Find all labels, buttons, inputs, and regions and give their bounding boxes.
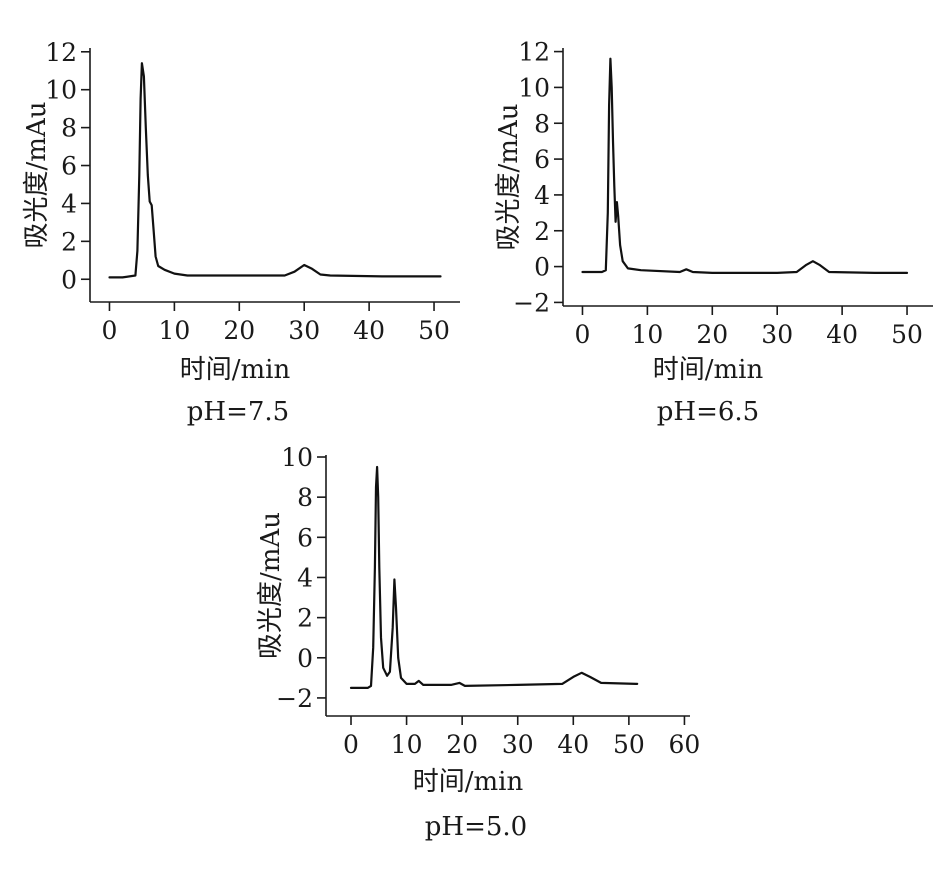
x-tick-label: 40 <box>353 316 385 345</box>
x-tick-label: 0 <box>343 730 359 759</box>
y-tick-label: 12 <box>45 38 77 67</box>
x-tick-label: 20 <box>446 730 478 759</box>
y-tick-label: 2 <box>61 227 77 256</box>
x-tick-label: 40 <box>557 730 589 759</box>
y-tick-label: 0 <box>534 253 550 282</box>
y-tick-label: 6 <box>61 152 77 181</box>
x-tick-label: 10 <box>391 730 423 759</box>
chart-panel-3: −2 0 2 4 6 8 10 0 10 20 30 40 50 60 时间/min 吸光度/mAu pH=5.… <box>256 443 700 842</box>
y-tick-label: −2 <box>276 684 313 713</box>
y-tick-label: 4 <box>297 563 313 592</box>
chart-panel-2: −2 0 2 4 6 8 10 12 0 10 20 30 40 50 时间/min 吸光度/mAu pH=6.… <box>494 38 933 427</box>
x-tick-label: 30 <box>761 320 793 349</box>
y-tick-label: 10 <box>281 443 313 472</box>
x-tick-label: 30 <box>502 730 534 759</box>
series-line <box>349 465 639 689</box>
x-tick-label: 20 <box>696 320 728 349</box>
y-tick-label: 10 <box>518 73 550 102</box>
y-tick-label: 2 <box>534 217 550 246</box>
y-axis-title: 吸光度/mAu <box>256 512 286 659</box>
x-axis-title: 时间/min <box>413 767 524 797</box>
x-tick-label: 10 <box>158 316 190 345</box>
x-tick-label: 30 <box>288 316 320 345</box>
x-tick-label: 0 <box>575 320 591 349</box>
x-tick-label: 40 <box>826 320 858 349</box>
x-tick-label: 50 <box>418 316 450 345</box>
y-tick-label: 8 <box>534 109 550 138</box>
y-tick-label: −2 <box>513 288 550 317</box>
y-tick-label: 2 <box>297 604 313 633</box>
y-tick-label: 4 <box>61 189 77 218</box>
y-tick-label: 12 <box>518 38 550 67</box>
x-tick-label: 0 <box>102 316 118 345</box>
x-tick-label: 50 <box>613 730 645 759</box>
y-tick-label: 10 <box>45 76 77 105</box>
series-line <box>108 62 442 279</box>
chart-caption: pH=5.0 <box>425 812 527 842</box>
chart-caption: pH=7.5 <box>187 397 289 427</box>
y-tick-label: 0 <box>297 644 313 673</box>
y-tick-label: 8 <box>297 483 313 512</box>
x-tick-label: 20 <box>223 316 255 345</box>
y-tick-label: 6 <box>534 145 550 174</box>
y-tick-label: 8 <box>61 114 77 143</box>
x-tick-label: 60 <box>669 730 701 759</box>
x-tick-label: 10 <box>631 320 663 349</box>
x-tick-label: 50 <box>891 320 923 349</box>
chart-caption: pH=6.5 <box>657 397 759 427</box>
x-axis-title: 时间/min <box>653 355 764 385</box>
y-axis-title: 吸光度/mAu <box>494 104 524 251</box>
y-tick-label: 0 <box>61 265 77 294</box>
y-tick-label: 4 <box>534 181 550 210</box>
chart-panel-1: 0 2 4 6 8 10 12 0 10 20 30 40 50 时间/min 吸光度/mAu pH=7.5 <box>22 38 460 427</box>
x-axis-title: 时间/min <box>180 355 291 385</box>
y-axis-title: 吸光度/mAu <box>22 102 52 249</box>
y-tick-label: 6 <box>297 523 313 552</box>
series-line <box>581 57 909 274</box>
